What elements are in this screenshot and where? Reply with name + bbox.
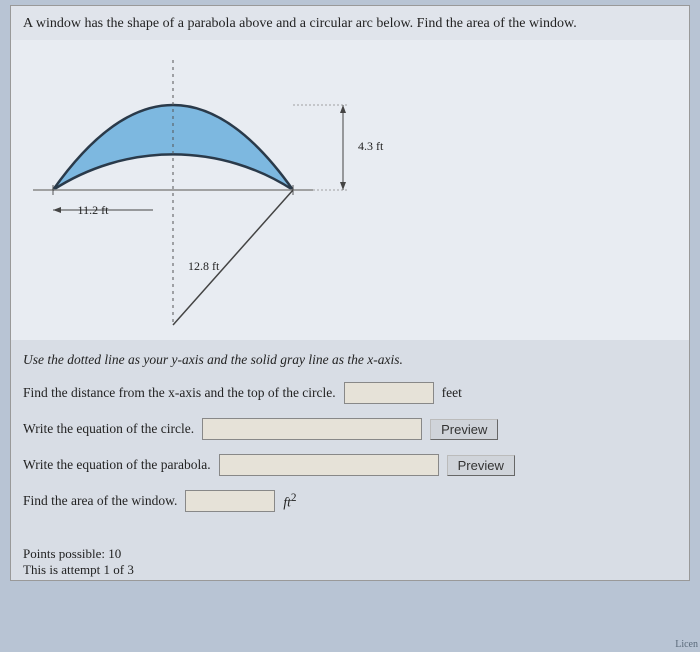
attempt-info: This is attempt 1 of 3 bbox=[23, 562, 677, 578]
q3-prompt: Write the equation of the parabola. bbox=[23, 457, 211, 473]
q4-row: Find the area of the window. ft2 bbox=[23, 490, 677, 512]
radius-line bbox=[173, 190, 293, 325]
assignment-page: A window has the shape of a parabola abo… bbox=[10, 5, 690, 581]
q3-input[interactable] bbox=[219, 454, 439, 476]
q2-row: Write the equation of the circle. Previe… bbox=[23, 418, 677, 440]
height-label: 4.3 ft bbox=[358, 139, 384, 153]
problem-statement: A window has the shape of a parabola abo… bbox=[11, 6, 689, 40]
radius-label: 12.8 ft bbox=[188, 259, 220, 273]
window-diagram: 11.2 ft 4.3 ft 12.8 ft bbox=[23, 50, 403, 330]
q1-input[interactable] bbox=[344, 382, 434, 404]
license-tag: Licen bbox=[675, 639, 698, 650]
q4-prompt: Find the area of the window. bbox=[23, 493, 177, 509]
questions: Use the dotted line as your y-axis and t… bbox=[11, 340, 689, 538]
q3-preview-button[interactable]: Preview bbox=[447, 455, 515, 476]
footer: Points possible: 10 This is attempt 1 of… bbox=[11, 538, 689, 580]
points-possible: Points possible: 10 bbox=[23, 546, 677, 562]
q1-unit: feet bbox=[442, 385, 462, 401]
q2-preview-button[interactable]: Preview bbox=[430, 419, 498, 440]
q2-prompt: Write the equation of the circle. bbox=[23, 421, 194, 437]
q4-unit: ft2 bbox=[283, 492, 296, 511]
q4-input[interactable] bbox=[185, 490, 275, 512]
figure-area: 11.2 ft 4.3 ft 12.8 ft bbox=[11, 40, 689, 340]
height-arrow-top bbox=[340, 105, 346, 113]
q1-row: Find the distance from the x-axis and th… bbox=[23, 382, 677, 404]
q3-row: Write the equation of the parabola. Prev… bbox=[23, 454, 677, 476]
q2-input[interactable] bbox=[202, 418, 422, 440]
width-label: 11.2 ft bbox=[78, 203, 110, 217]
width-arrow-left bbox=[53, 207, 61, 213]
axes-instruction: Use the dotted line as your y-axis and t… bbox=[23, 352, 677, 368]
height-arrow-bot bbox=[340, 182, 346, 190]
q1-prompt: Find the distance from the x-axis and th… bbox=[23, 385, 336, 401]
